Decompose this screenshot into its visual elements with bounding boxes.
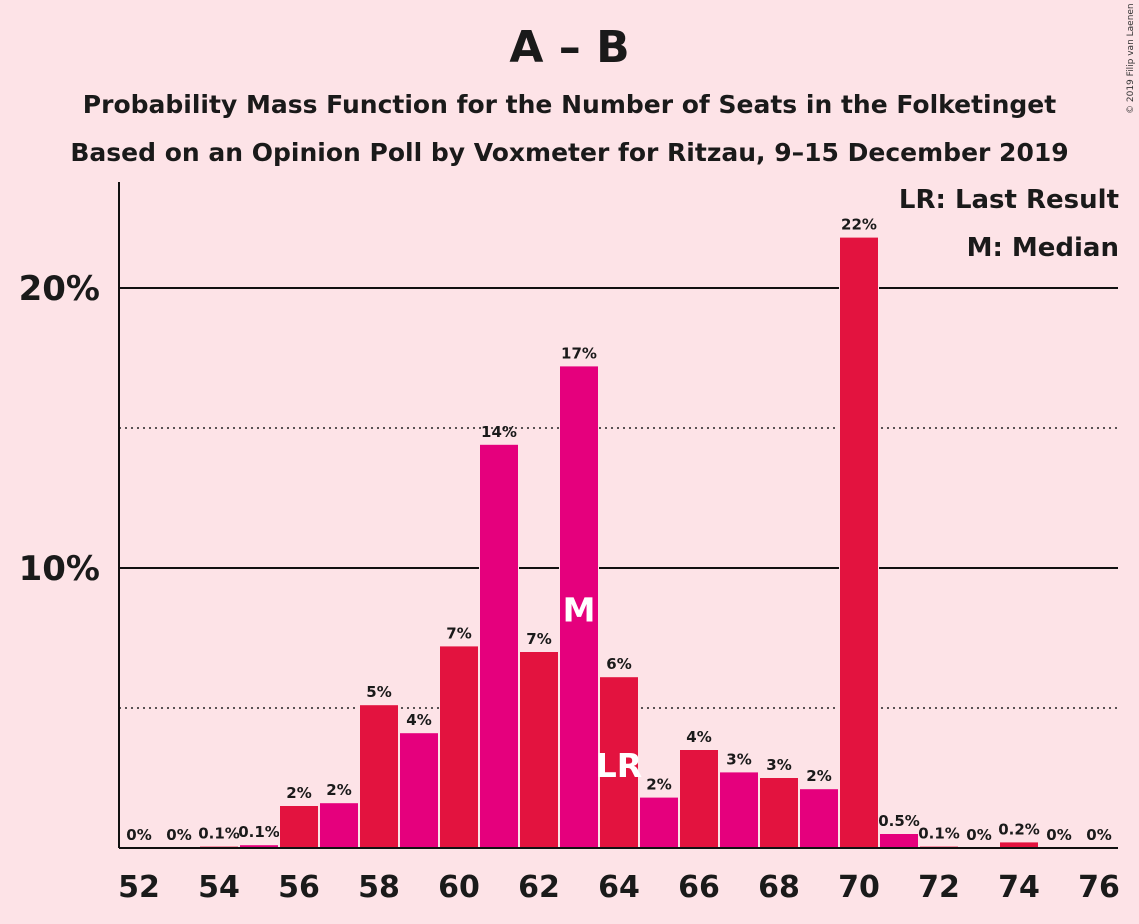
- x-tick-label: 66: [678, 870, 720, 905]
- data-label: 4%: [686, 728, 711, 746]
- data-label: 2%: [286, 784, 311, 802]
- bar-seats-59: [400, 733, 438, 848]
- median-marker: M: [563, 590, 596, 629]
- data-label: 22%: [841, 216, 877, 234]
- bar-seats-57: [320, 803, 358, 848]
- data-label: 17%: [561, 344, 597, 362]
- bar-seats-64: [600, 677, 638, 848]
- data-label: 5%: [366, 683, 391, 701]
- bar-seats-61: [480, 444, 518, 848]
- bar-seats-65: [640, 797, 678, 848]
- data-label: 14%: [481, 423, 517, 441]
- x-tick-label: 64: [598, 870, 640, 905]
- bar-seats-58: [360, 705, 398, 848]
- bar-seats-56: [280, 806, 318, 848]
- x-tick-label: 70: [838, 870, 880, 905]
- x-tick-label: 72: [918, 870, 960, 905]
- x-tick-label: 60: [438, 870, 480, 905]
- x-tick-label: 58: [358, 870, 400, 905]
- bar-seats-74: [1000, 842, 1038, 848]
- bar-seats-70: [840, 237, 878, 849]
- bar-seats-69: [800, 789, 838, 848]
- bar-seats-67: [720, 772, 758, 848]
- legend-last-result: LR: Last Result: [898, 185, 1119, 215]
- data-label: 7%: [446, 624, 471, 642]
- data-label: 0.1%: [198, 825, 240, 843]
- data-label: 3%: [766, 756, 791, 774]
- bar-seats-62: [520, 652, 558, 848]
- data-label: 6%: [606, 655, 631, 673]
- bar-seats-66: [680, 750, 718, 848]
- chart-title: A – B: [509, 22, 630, 73]
- x-tick-label: 52: [118, 870, 160, 905]
- last-result-marker: LR: [596, 746, 642, 785]
- chart-subtitle-1: Probability Mass Function for the Number…: [82, 90, 1057, 119]
- x-tick-label: 62: [518, 870, 560, 905]
- data-label: 0%: [966, 826, 991, 844]
- data-label: 0%: [1086, 826, 1111, 844]
- bar-seats-71: [880, 834, 918, 848]
- bar-seats-68: [760, 778, 798, 848]
- data-label: 2%: [646, 776, 671, 794]
- x-tick-label: 76: [1078, 870, 1120, 905]
- data-label: 0.1%: [238, 823, 280, 841]
- bar-seats-63: [560, 366, 598, 848]
- chart-subtitle-2: Based on an Opinion Poll by Voxmeter for…: [70, 138, 1069, 167]
- legend-median: M: Median: [966, 233, 1119, 263]
- data-label: 7%: [526, 630, 551, 648]
- data-label: 2%: [806, 767, 831, 785]
- data-label: 0%: [1046, 826, 1071, 844]
- bar-seats-55: [240, 845, 278, 848]
- data-label: 0.2%: [998, 820, 1040, 838]
- data-label: 0%: [166, 826, 191, 844]
- x-tick-label: 74: [998, 870, 1040, 905]
- x-tick-label: 68: [758, 870, 800, 905]
- data-label: 4%: [406, 711, 431, 729]
- data-label: 3%: [726, 750, 751, 768]
- data-label: 0.5%: [878, 812, 920, 830]
- y-tick-label: 10%: [19, 549, 100, 589]
- data-label: 2%: [326, 781, 351, 799]
- x-tick-label: 56: [278, 870, 320, 905]
- x-tick-label: 54: [198, 870, 240, 905]
- data-label: 0%: [126, 826, 151, 844]
- bar-seats-60: [440, 646, 478, 848]
- data-label: 0.1%: [918, 825, 960, 843]
- y-tick-label: 20%: [19, 269, 100, 309]
